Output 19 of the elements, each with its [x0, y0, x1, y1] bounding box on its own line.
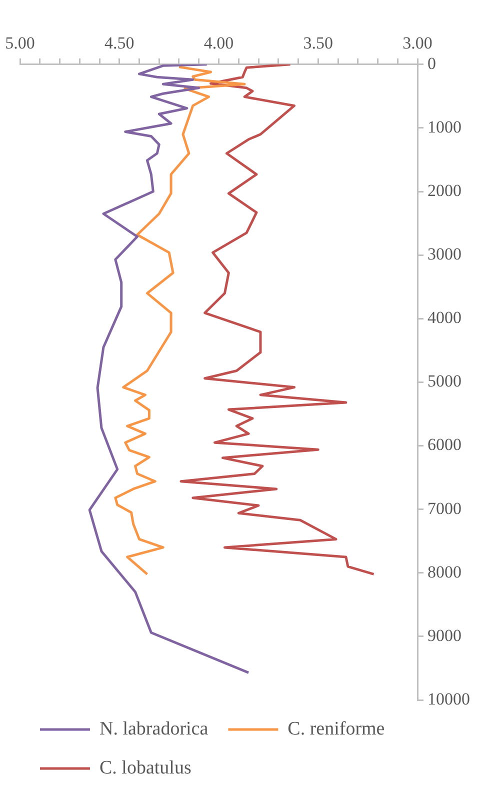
x-tick-label: 3.00: [402, 34, 432, 53]
y-tick-label: 1000: [428, 117, 462, 136]
y-tick-label: 4000: [428, 308, 462, 328]
x-tick-label: 3.50: [303, 34, 333, 53]
y-tick-label: 0: [428, 54, 436, 73]
x-tick-label: 5.00: [5, 34, 35, 53]
x-tick-label: 4.50: [104, 34, 134, 53]
y-tick-label: 10000: [428, 689, 470, 708]
y-tick-label: 6000: [428, 435, 462, 454]
y-tick-label: 7000: [428, 498, 462, 518]
legend-label: C. reniforme: [288, 718, 385, 740]
y-tick-label: 2000: [428, 180, 462, 200]
legend-label: N. labradorica: [100, 718, 209, 740]
y-tick-label: 3000: [428, 244, 462, 264]
x-tick-label: 4.00: [204, 34, 234, 53]
y-tick-label: 5000: [428, 372, 462, 391]
y-tick-label: 9000: [428, 626, 462, 645]
y-tick-label: 8000: [428, 562, 462, 582]
legend-label: C. lobatulus: [100, 757, 192, 778]
